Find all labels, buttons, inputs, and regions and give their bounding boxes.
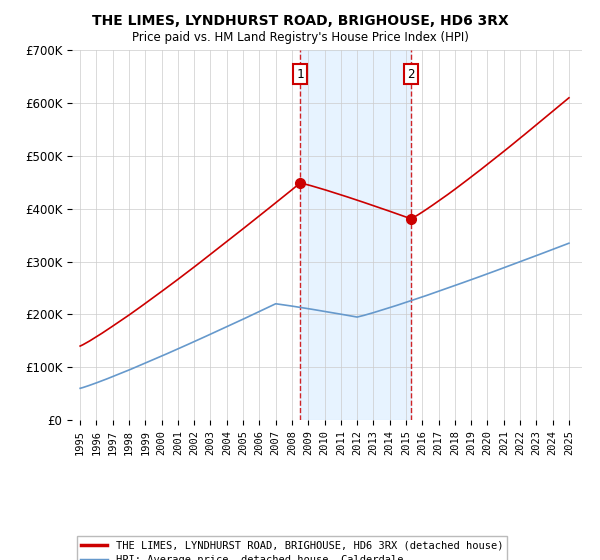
- Bar: [300, 50, 411, 420]
- Text: Price paid vs. HM Land Registry's House Price Index (HPI): Price paid vs. HM Land Registry's House …: [131, 31, 469, 44]
- Text: 2: 2: [407, 68, 415, 81]
- Legend: THE LIMES, LYNDHURST ROAD, BRIGHOUSE, HD6 3RX (detached house), HPI: Average pri: THE LIMES, LYNDHURST ROAD, BRIGHOUSE, HD…: [77, 536, 508, 560]
- Text: 1: 1: [296, 68, 304, 81]
- Text: THE LIMES, LYNDHURST ROAD, BRIGHOUSE, HD6 3RX: THE LIMES, LYNDHURST ROAD, BRIGHOUSE, HD…: [92, 14, 508, 28]
